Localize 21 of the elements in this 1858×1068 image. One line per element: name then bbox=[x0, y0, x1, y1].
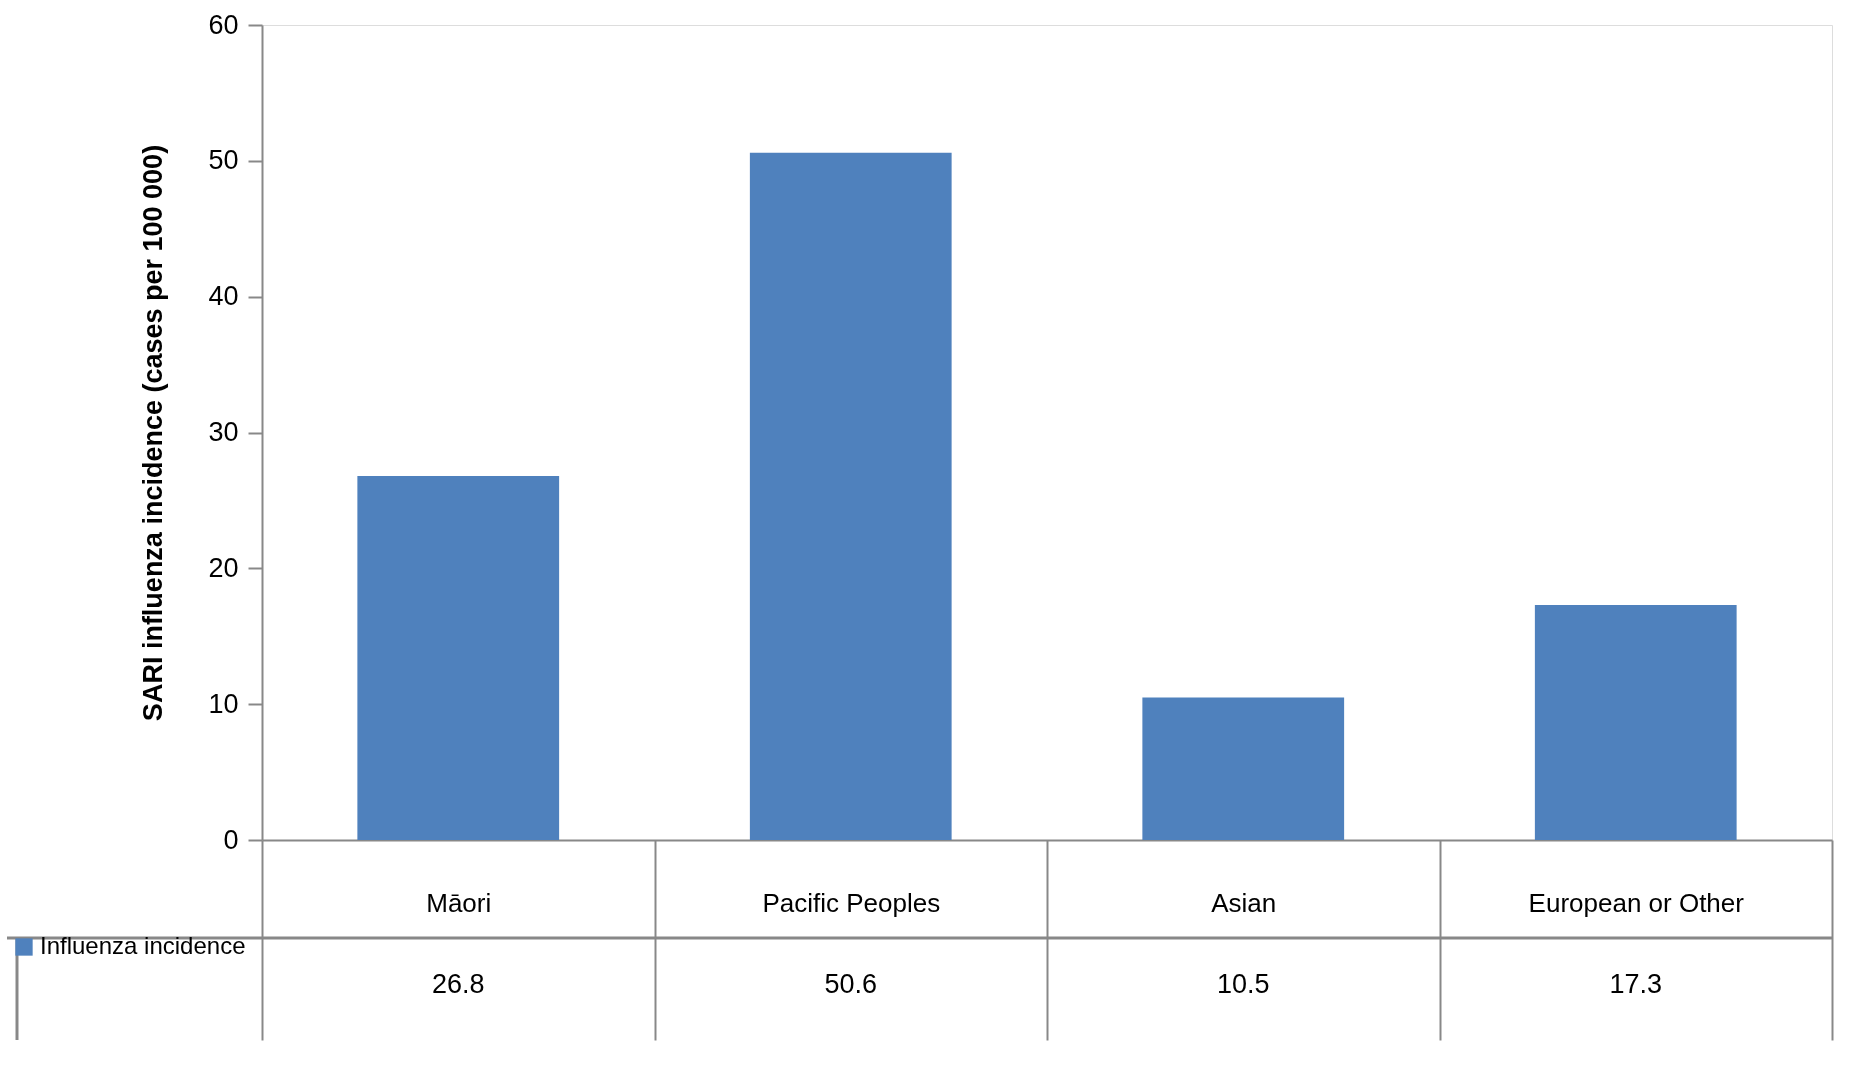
bar bbox=[357, 475, 560, 840]
data-label: 17.3 bbox=[1609, 969, 1663, 999]
bar bbox=[1142, 697, 1345, 840]
legend-label: Influenza incidence bbox=[40, 932, 246, 959]
x-tick-label: Pacific Peoples bbox=[762, 887, 941, 918]
y-axis-title: SARI influenza incidence (cases per 100 000) bbox=[138, 144, 169, 722]
y-tick-label: 20 bbox=[208, 552, 239, 583]
x-tick-label: Asian bbox=[1211, 887, 1277, 918]
data-label: 26.8 bbox=[431, 969, 485, 999]
x-tick-label: Māori bbox=[426, 887, 492, 918]
y-tick-label: 60 bbox=[208, 9, 239, 40]
y-tick-label: 0 bbox=[223, 824, 239, 855]
y-tick-label: 30 bbox=[208, 417, 239, 447]
bar bbox=[1534, 605, 1737, 840]
bar bbox=[749, 152, 952, 840]
x-tick-label: European or Other bbox=[1528, 887, 1745, 918]
y-tick-label: 10 bbox=[208, 688, 239, 719]
data-label: 50.6 bbox=[824, 969, 878, 999]
y-tick-label: 50 bbox=[208, 145, 239, 176]
data-label: 10.5 bbox=[1216, 969, 1270, 999]
y-tick-label: 40 bbox=[208, 281, 239, 312]
